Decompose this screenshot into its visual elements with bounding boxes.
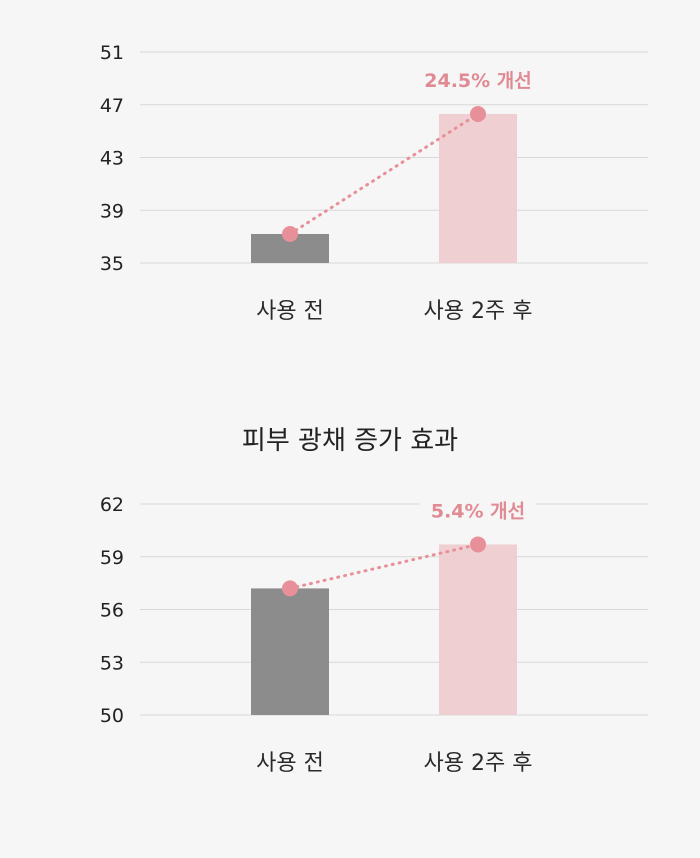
trend-connector xyxy=(288,542,480,590)
y-tick-label: 53 xyxy=(100,652,124,674)
annotation-background xyxy=(420,497,536,526)
improvement-annotation: 24.5% 개선 xyxy=(424,70,532,92)
bar-before xyxy=(251,588,329,715)
improvement-annotation: 5.4% 개선 xyxy=(431,500,525,522)
trend-connector xyxy=(288,112,480,236)
bar-after xyxy=(439,113,517,263)
y-tick-label: 62 xyxy=(100,494,124,516)
x-category-label: 사용 2주 후 xyxy=(424,751,533,776)
y-tick-label: 35 xyxy=(100,253,124,275)
y-tick-label: 50 xyxy=(100,705,124,727)
y-tick-label: 39 xyxy=(100,200,124,222)
y-tick-label: 51 xyxy=(100,42,124,64)
marker-after xyxy=(470,536,486,553)
x-category-label: 사용 전 xyxy=(256,751,324,776)
x-category-label: 사용 2주 후 xyxy=(424,299,533,324)
chart-title: 피부 광채 증가 효과 xyxy=(242,426,458,456)
x-category-label: 사용 전 xyxy=(256,299,324,324)
marker-before xyxy=(282,580,298,597)
y-tick-label: 56 xyxy=(100,600,124,622)
annotation-background xyxy=(420,66,536,95)
marker-after xyxy=(470,105,486,122)
y-tick-label: 47 xyxy=(100,95,124,117)
y-tick-label: 43 xyxy=(100,148,124,170)
bar-after xyxy=(439,544,517,715)
marker-before xyxy=(282,225,298,242)
y-tick-label: 59 xyxy=(100,547,124,569)
